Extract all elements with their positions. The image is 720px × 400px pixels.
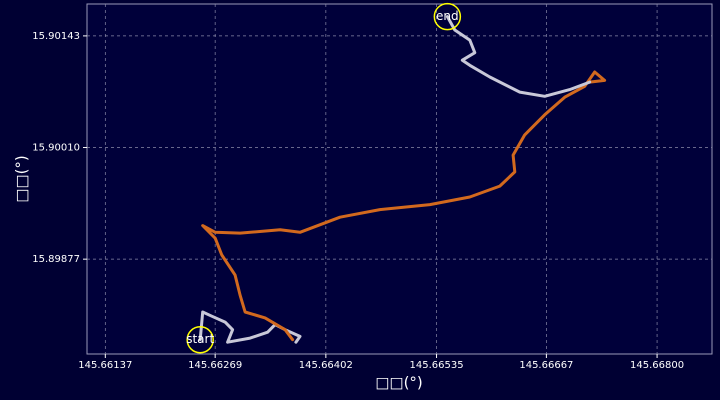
y-tick-label: 15.90010 bbox=[32, 143, 80, 154]
x-tick-label: 145.66800 bbox=[630, 360, 684, 371]
y-tick-label: 15.89877 bbox=[32, 254, 80, 265]
x-tick-label: 145.66667 bbox=[519, 360, 573, 371]
annotation-circle bbox=[186, 325, 214, 354]
y-axis-title: □□(°) bbox=[13, 155, 31, 203]
x-tick-label: 145.66137 bbox=[78, 360, 132, 371]
x-tick-label: 145.66402 bbox=[299, 360, 353, 371]
annotation-label: start bbox=[186, 332, 214, 346]
x-axis-title: □□(°) bbox=[375, 374, 423, 392]
x-tick-label: 145.66269 bbox=[188, 360, 242, 371]
trajectory-line bbox=[201, 70, 607, 342]
y-tick-label: 15.90143 bbox=[32, 31, 80, 42]
trajectory-line bbox=[445, 15, 592, 98]
annotation-circle bbox=[433, 2, 462, 31]
annotation-label: end bbox=[436, 9, 459, 23]
plot-area bbox=[86, 3, 713, 355]
x-tick-label: 145.66535 bbox=[409, 360, 463, 371]
